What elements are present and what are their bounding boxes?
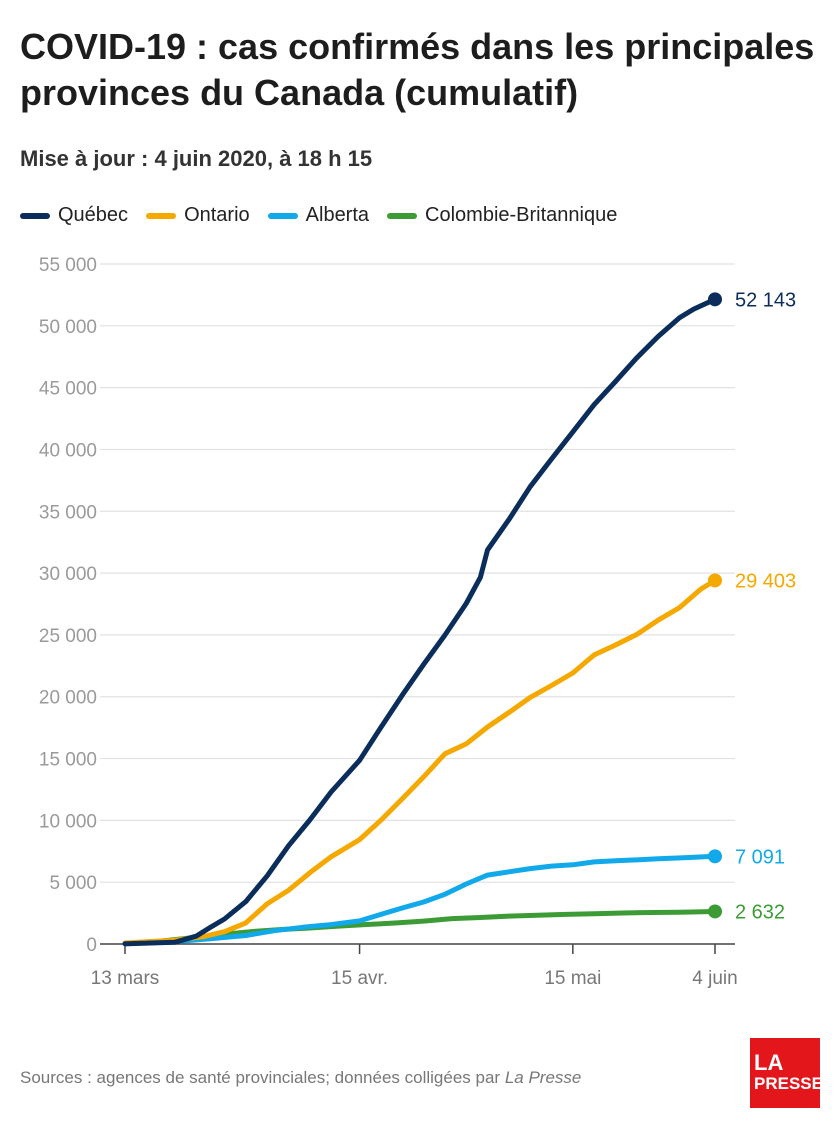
x-tick-label: 15 avr. [331, 968, 388, 989]
y-tick-label: 30 000 [39, 564, 97, 585]
series-group: 2 632 7 091 29 403 52 143 [122, 289, 796, 947]
y-tick-label: 55 000 [39, 255, 97, 276]
end-point-quebec [708, 292, 722, 307]
y-tick-label: 0 [86, 935, 97, 956]
legend-swatch [267, 212, 298, 219]
y-tick-label: 10 000 [39, 811, 97, 832]
legend-item-ontario: Ontario [146, 204, 250, 227]
series-line-ontario [122, 578, 718, 946]
la-presse-logo: LA PRESSE [750, 1038, 823, 1108]
legend-swatch [146, 212, 177, 219]
end-label-quebec: 52 143 [735, 289, 796, 311]
x-axis: 13 mars 15 avr. 15 mai 4 juin [91, 943, 738, 989]
legend-label: Ontario [184, 204, 250, 226]
y-tick-label: 50 000 [39, 317, 97, 338]
series-line-quebec [122, 296, 718, 947]
end-point-alberta [708, 849, 722, 864]
y-tick-label: 45 000 [39, 379, 97, 400]
legend-swatch [20, 212, 50, 219]
y-tick-label: 15 000 [39, 750, 97, 771]
line-chart: 13 mars 15 avr. 15 mai 4 juin 0 5 000 10 000 1… [39, 255, 796, 989]
y-tick-label: 5 000 [49, 873, 97, 894]
end-point-colombie-britannique [708, 904, 722, 919]
logo-line-2: PRESSE [754, 1074, 823, 1093]
x-tick-label: 4 juin [692, 968, 737, 989]
legend-item-colombie-britannique: Colombie-Britannique [387, 204, 617, 227]
logo-line-1: LA [754, 1050, 784, 1075]
legend-item-alberta: Alberta [267, 204, 370, 227]
legend-swatch [387, 212, 418, 219]
y-tick-label: 20 000 [39, 688, 97, 709]
chart-subtitle: Mise à jour : 4 juin 2020, à 18 h 15 [20, 146, 373, 171]
legend-item-quebec: Québec [20, 204, 128, 227]
source-publication: La Presse [504, 1068, 582, 1087]
legend: Québec Ontario Alberta Colombie-Britannique [20, 204, 635, 227]
source-note: Sources : agences de santé provinciales;… [20, 1068, 581, 1088]
end-point-ontario [708, 573, 722, 588]
end-label-ontario: 29 403 [735, 570, 796, 592]
end-label-alberta: 7 091 [735, 846, 785, 868]
y-tick-label: 25 000 [39, 626, 97, 647]
y-axis: 0 5 000 10 000 15 000 20 000 25 000 30 000 35 0… [39, 255, 97, 956]
legend-label: Alberta [305, 204, 370, 226]
x-tick-label: 13 mars [91, 968, 160, 989]
series-line-alberta [122, 853, 718, 947]
y-tick-label: 40 000 [39, 440, 97, 461]
y-tick-label: 35 000 [39, 502, 97, 523]
legend-label: Québec [58, 204, 129, 226]
end-label-colombie-britannique: 2 632 [735, 901, 785, 923]
source-text: Sources : agences de santé provinciales;… [20, 1068, 505, 1087]
x-tick-label: 15 mai [544, 968, 601, 989]
legend-label: Colombie-Britannique [425, 204, 618, 226]
chart-title: COVID-19 : cas confirmés dans les princi… [20, 26, 815, 113]
gridlines [100, 263, 735, 883]
